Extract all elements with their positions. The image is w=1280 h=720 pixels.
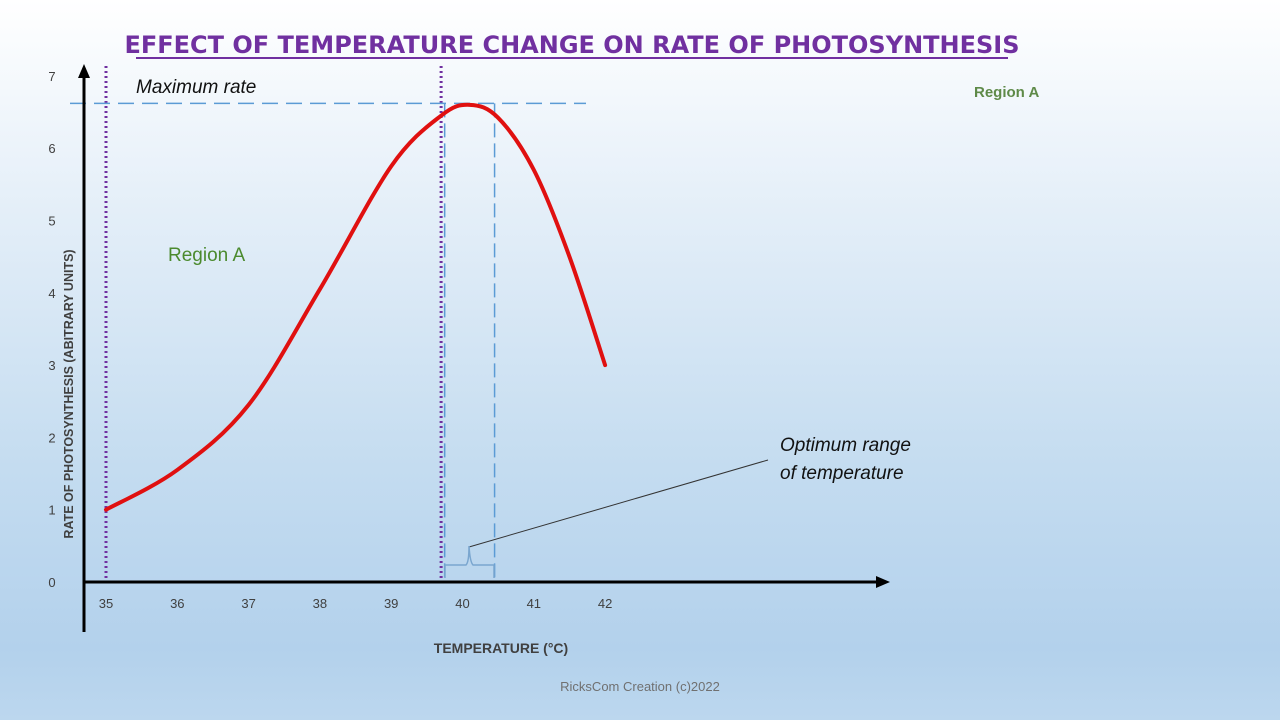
y-tick-label: 1 [48,503,55,518]
side-region-label: Region A [974,84,1039,101]
x-tick-label: 38 [313,596,327,611]
max-rate-label: Maximum rate [136,77,256,98]
x-tick-label: 36 [170,596,184,611]
y-axis-label: RATE OF PHOTOSYNTHESIS (ABITRARY UNITS) [62,249,76,538]
y-tick-label: 5 [48,214,55,229]
y-tick-label: 4 [48,286,55,301]
y-tick-label: 0 [48,575,55,590]
y-tick-label: 7 [48,69,55,84]
y-tick-label: 3 [48,358,55,373]
x-tick-label: 40 [455,596,469,611]
optimum-label-1: Optimum range [780,435,911,456]
y-tick-label: 2 [48,430,55,445]
optimum-pointer-line [468,459,769,548]
chart-title: EFFECT OF TEMPERATURE CHANGE ON RATE OF … [124,31,1019,59]
x-tick-label: 41 [527,596,541,611]
y-axis-arrow-icon [78,64,90,78]
footer-credit: RicksCom Creation (c)2022 [560,679,720,694]
y-tick-label: 6 [48,141,55,156]
x-tick-label: 42 [598,596,612,611]
region-a-label: Region A [168,245,245,266]
x-tick-label: 37 [241,596,255,611]
x-tick-label: 39 [384,596,398,611]
x-axis-label: TEMPERATURE (°C) [434,640,568,656]
x-axis-arrow-icon [876,576,890,588]
series-line [104,102,608,512]
optimum-label-2: of temperature [780,463,904,484]
x-tick-label: 35 [99,596,113,611]
optimum-brace [444,545,495,578]
